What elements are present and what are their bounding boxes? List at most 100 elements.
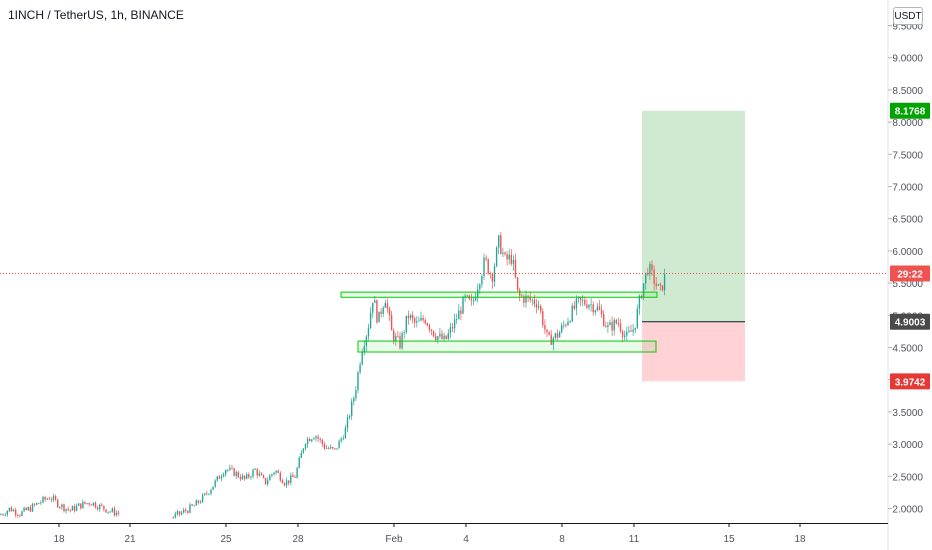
candle-body: [619, 323, 622, 332]
candle-body: [10, 507, 13, 512]
candle-body: [437, 336, 439, 340]
candle-body: [550, 334, 552, 345]
candle-body: [29, 507, 32, 512]
candle-body: [642, 283, 645, 298]
candle-body: [99, 504, 101, 510]
entry-price-tag: 4.9003: [895, 318, 926, 329]
candle-body: [117, 512, 120, 514]
candle-body: [17, 514, 19, 516]
candle-body: [38, 503, 40, 504]
candle-body: [491, 274, 494, 282]
candle-body: [210, 489, 212, 494]
candle-body: [340, 438, 342, 441]
candle-body: [115, 512, 118, 516]
candle-body: [500, 235, 502, 254]
candle-body: [372, 302, 374, 313]
candle-body: [615, 320, 617, 324]
y-tick-label: 8.0000: [892, 118, 923, 129]
candle-body: [216, 476, 218, 481]
candle-body: [8, 507, 11, 511]
candle-body: [462, 297, 464, 314]
candle-body: [42, 496, 44, 503]
candle-body: [355, 390, 357, 399]
candle-body: [424, 320, 426, 324]
entry-price-tag-bg: [890, 313, 930, 330]
candle-body: [386, 303, 389, 309]
x-tick-label: Feb: [385, 534, 403, 545]
candle-body: [325, 448, 328, 449]
candle-body: [201, 494, 204, 503]
candle-body: [632, 329, 634, 332]
candle-body: [277, 470, 279, 473]
candle-body: [243, 475, 246, 479]
candle-body: [533, 299, 536, 305]
candle-body: [227, 469, 229, 471]
candle-body: [311, 439, 313, 442]
candle-body: [603, 314, 605, 326]
candle-body: [195, 500, 197, 506]
candle-body: [420, 317, 422, 321]
candle-body: [565, 324, 567, 326]
candle-body: [258, 473, 260, 476]
candle-body: [489, 273, 491, 275]
x-tick-label: 11: [629, 534, 640, 545]
candle-body: [86, 503, 88, 504]
y-tick-label: 2.0000: [892, 505, 923, 516]
candle-body: [231, 467, 233, 469]
candle-body: [256, 469, 258, 476]
candle-body: [174, 513, 176, 518]
candle-body: [594, 310, 596, 313]
candle-body: [378, 311, 380, 323]
y-tick-label: 3.0000: [892, 440, 923, 451]
candle-body: [376, 300, 378, 323]
candle-body: [298, 457, 300, 468]
candle-body: [288, 480, 290, 483]
candle-body: [281, 480, 284, 484]
candle-body: [605, 325, 607, 327]
candle-body: [25, 507, 27, 511]
candle-body: [510, 254, 512, 264]
candle-body: [300, 452, 302, 458]
candle-body: [2, 514, 4, 516]
chart-overlays: [0, 272, 888, 353]
candle-body: [73, 506, 76, 511]
candle-body: [178, 511, 181, 515]
candle-body: [84, 501, 86, 504]
candle-body: [393, 330, 395, 342]
candle-body: [395, 336, 397, 342]
candle-body: [512, 259, 515, 264]
candle-body: [6, 510, 8, 515]
candle-body: [101, 504, 103, 506]
candle-body: [105, 509, 107, 513]
candle-body: [67, 508, 69, 510]
candle-body: [225, 470, 227, 475]
candle-body: [48, 498, 50, 500]
candle-body: [649, 264, 651, 275]
candle-body: [313, 438, 315, 440]
chart-title: 1INCH / TetherUS, 1h, BINANCE: [8, 8, 184, 22]
candle-body: [61, 504, 63, 508]
candle-body: [428, 325, 431, 330]
candle-body: [302, 448, 305, 453]
currency-unit-button[interactable]: USDT: [893, 7, 923, 25]
candle-body: [319, 438, 321, 440]
candle-body: [271, 474, 273, 476]
candle-body: [374, 300, 376, 303]
x-tick-label: 21: [124, 534, 136, 545]
candle-body: [558, 332, 561, 338]
candle-body: [588, 305, 590, 308]
candle-body: [40, 502, 42, 504]
candle-body: [19, 515, 21, 517]
candle-body: [561, 325, 563, 333]
candle-body: [466, 295, 468, 297]
candle-body: [573, 305, 575, 309]
candle-body: [212, 486, 214, 490]
candle-body: [191, 504, 193, 506]
candle-body: [657, 284, 659, 286]
candle-body: [521, 295, 523, 297]
candle-body: [103, 505, 105, 510]
y-tick-label: 6.0000: [892, 247, 923, 258]
candle-body: [27, 507, 29, 511]
candle-body: [92, 502, 95, 506]
